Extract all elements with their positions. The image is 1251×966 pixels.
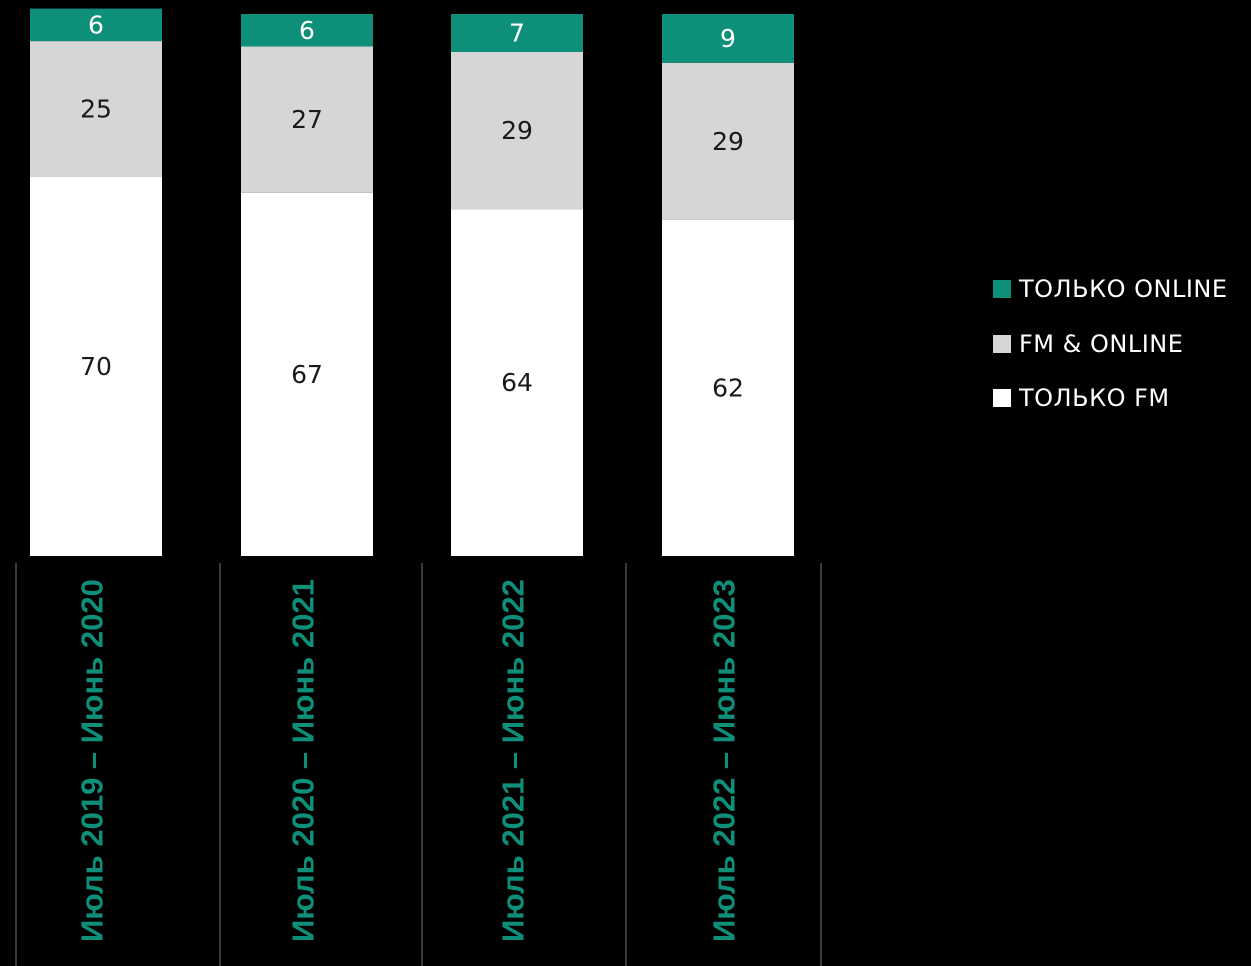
legend-label-0: ТОЛЬКО ONLINE xyxy=(1019,275,1228,304)
bar-segment-0-2 xyxy=(30,8,162,42)
bar-stack-2: 64 29 7 xyxy=(451,14,583,556)
data-label-3-0: 62 xyxy=(712,373,744,402)
legend-item-0: ТОЛЬКО ONLINE xyxy=(993,262,1228,317)
category-label-3: Июль 2022 – Июнь 2023 xyxy=(707,579,742,942)
category-label-0: Июль 2019 – Июнь 2020 xyxy=(75,579,110,942)
data-label-2-2: 7 xyxy=(509,18,525,47)
data-label-0-1: 25 xyxy=(80,94,112,123)
bar-segment-3-1 xyxy=(662,62,794,220)
data-label-2-0: 64 xyxy=(501,368,533,397)
legend-item-2: ТОЛЬКО FM xyxy=(993,371,1228,426)
bar-segment-1-2 xyxy=(241,14,373,47)
bar-segment-2-0 xyxy=(451,209,583,556)
data-label-0-0: 70 xyxy=(80,352,112,381)
bar-stack-0: 70 25 6 xyxy=(30,8,162,556)
data-label-3-1: 29 xyxy=(712,127,744,156)
data-label-1-2: 6 xyxy=(299,16,315,45)
bar-segment-2-1 xyxy=(451,51,583,210)
category-separators xyxy=(15,563,822,966)
chart-legend: ТОЛЬКО ONLINE FM & ONLINE ТОЛЬКО FM xyxy=(993,262,1228,426)
bar-segment-3-0 xyxy=(662,219,794,556)
legend-swatch-0 xyxy=(993,280,1011,299)
legend-label-1: FM & ONLINE xyxy=(1019,329,1184,358)
category-label-2: Июль 2021 – Июнь 2022 xyxy=(496,579,531,942)
category-labels: Июль 2019 – Июнь 2020 Июль 2020 – Июнь 20… xyxy=(75,579,742,942)
category-label-1: Июль 2020 – Июнь 2021 xyxy=(286,579,321,942)
bar-segment-3-2 xyxy=(662,14,794,63)
data-label-3-2: 9 xyxy=(720,24,736,53)
bar-segment-1-1 xyxy=(241,46,373,193)
data-label-0-2: 6 xyxy=(88,10,104,39)
bar-segment-2-2 xyxy=(451,14,583,52)
legend-swatch-1 xyxy=(993,334,1011,353)
legend-item-1: FM & ONLINE xyxy=(993,317,1228,372)
bar-segment-0-0 xyxy=(30,176,162,556)
bar-stacks: 70 25 6 67 27 6 64 29 7 62 29 9 xyxy=(30,8,794,557)
bar-stack-1: 67 27 6 xyxy=(241,14,373,557)
legend-swatch-2 xyxy=(993,389,1011,408)
bar-stack-3: 62 29 9 xyxy=(662,14,794,556)
data-label-2-1: 29 xyxy=(501,116,533,145)
data-label-1-0: 67 xyxy=(291,360,323,389)
data-label-1-1: 27 xyxy=(291,105,323,134)
bar-segment-1-0 xyxy=(241,192,373,557)
bar-segment-0-1 xyxy=(30,41,162,177)
legend-label-2: ТОЛЬКО FM xyxy=(1019,384,1170,413)
